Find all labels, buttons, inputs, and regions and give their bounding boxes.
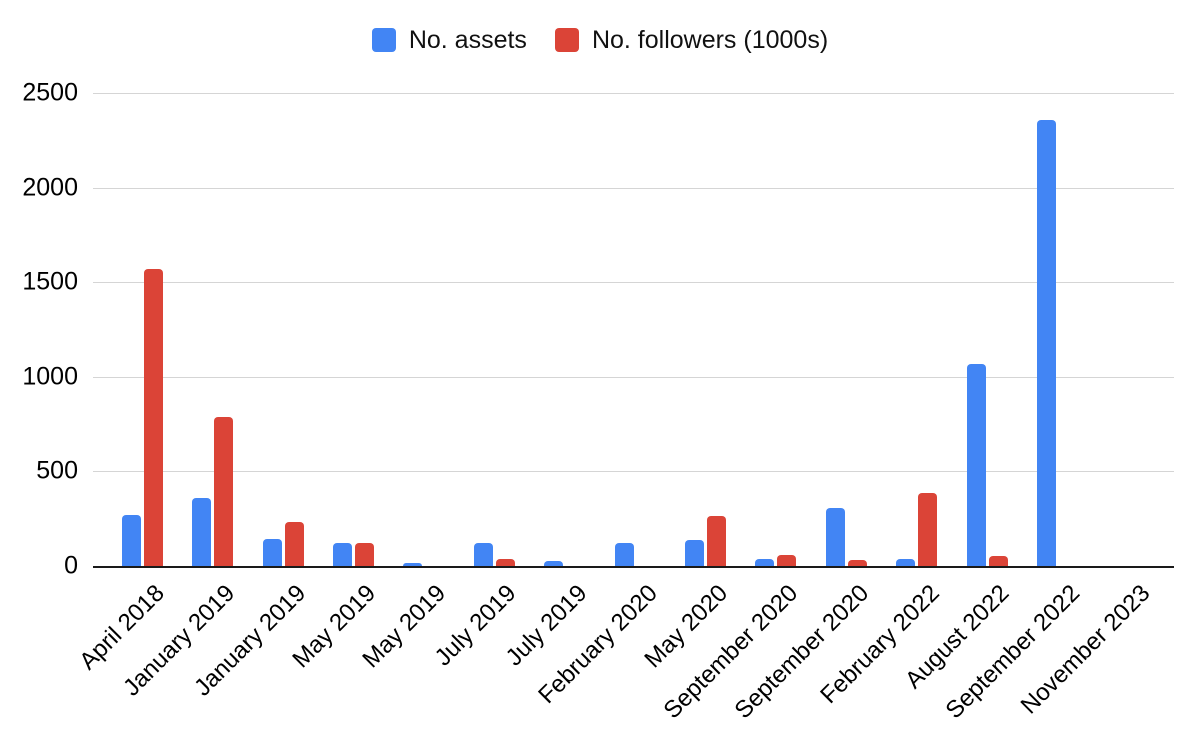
followers-bar[interactable] bbox=[777, 554, 797, 566]
chart-legend: No. assets No. followers (1000s) bbox=[0, 24, 1200, 56]
bar-group bbox=[529, 93, 599, 566]
gridline bbox=[93, 376, 1174, 378]
assets-bar[interactable] bbox=[262, 538, 282, 566]
bar-group bbox=[811, 93, 881, 566]
bar-group bbox=[670, 93, 740, 566]
y-tick-label: 1500 bbox=[22, 267, 78, 296]
followers-bar[interactable] bbox=[143, 268, 163, 566]
gridline bbox=[93, 282, 1174, 284]
assets-bar[interactable] bbox=[1036, 120, 1056, 566]
bar-group bbox=[107, 93, 177, 566]
followers-bar[interactable] bbox=[214, 417, 234, 566]
gridline bbox=[93, 471, 1174, 473]
bar-groups bbox=[107, 93, 1163, 566]
y-tick-label: 2000 bbox=[22, 173, 78, 202]
bar-group bbox=[177, 93, 247, 566]
assets-bar[interactable] bbox=[121, 514, 141, 566]
gridline bbox=[93, 93, 1174, 94]
assets-bar[interactable] bbox=[755, 559, 775, 566]
assets-bar[interactable] bbox=[825, 508, 845, 566]
y-axis: 0 500 1000 1500 2000 2500 bbox=[0, 80, 78, 578]
y-tick-label: 1000 bbox=[22, 362, 78, 391]
x-axis-line bbox=[93, 566, 1174, 568]
assets-bar[interactable] bbox=[966, 363, 986, 566]
y-tick-label: 500 bbox=[36, 456, 78, 485]
y-tick-label: 0 bbox=[64, 551, 78, 580]
bar-group bbox=[459, 93, 529, 566]
x-axis: April 2018 January 2019 January 2019 May 20… bbox=[0, 566, 1200, 749]
legend-swatch-followers bbox=[554, 28, 579, 52]
followers-bar[interactable] bbox=[706, 515, 726, 566]
assets-bar[interactable] bbox=[473, 543, 493, 566]
legend-item-followers[interactable]: No. followers (1000s) bbox=[554, 25, 829, 54]
assets-bar[interactable] bbox=[544, 561, 564, 566]
assets-bar[interactable] bbox=[403, 563, 423, 566]
bar-group bbox=[389, 93, 459, 566]
followers-bar[interactable] bbox=[495, 559, 515, 566]
assets-bar[interactable] bbox=[896, 559, 916, 566]
assets-bar[interactable] bbox=[684, 540, 704, 566]
followers-bar[interactable] bbox=[847, 560, 867, 566]
followers-bar[interactable] bbox=[284, 522, 304, 566]
bar-group bbox=[881, 93, 951, 566]
followers-bar[interactable] bbox=[354, 543, 374, 566]
bar-group bbox=[952, 93, 1022, 566]
followers-bar[interactable] bbox=[918, 493, 938, 566]
bar-group bbox=[1022, 93, 1092, 566]
bar-group bbox=[318, 93, 388, 566]
y-tick-label: 2500 bbox=[22, 78, 78, 107]
gridline bbox=[93, 187, 1174, 189]
bar-group bbox=[1093, 93, 1163, 566]
followers-bar[interactable] bbox=[988, 555, 1008, 566]
assets-bar[interactable] bbox=[192, 497, 212, 566]
legend-item-assets[interactable]: No. assets bbox=[371, 25, 527, 54]
plot-area bbox=[93, 93, 1174, 568]
bar-group bbox=[600, 93, 670, 566]
assets-bar[interactable] bbox=[332, 543, 352, 566]
legend-swatch-assets bbox=[371, 28, 396, 52]
assets-bar[interactable] bbox=[614, 543, 634, 566]
bar-group bbox=[741, 93, 811, 566]
legend-label-assets: No. assets bbox=[408, 25, 527, 54]
legend-label-followers: No. followers (1000s) bbox=[591, 25, 829, 54]
x-tick-label: November 2023 bbox=[1015, 579, 1156, 720]
bar-group bbox=[248, 93, 318, 566]
